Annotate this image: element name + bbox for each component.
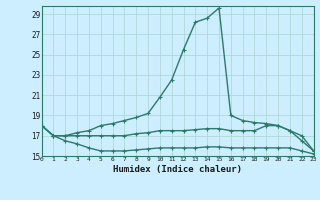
- X-axis label: Humidex (Indice chaleur): Humidex (Indice chaleur): [113, 165, 242, 174]
